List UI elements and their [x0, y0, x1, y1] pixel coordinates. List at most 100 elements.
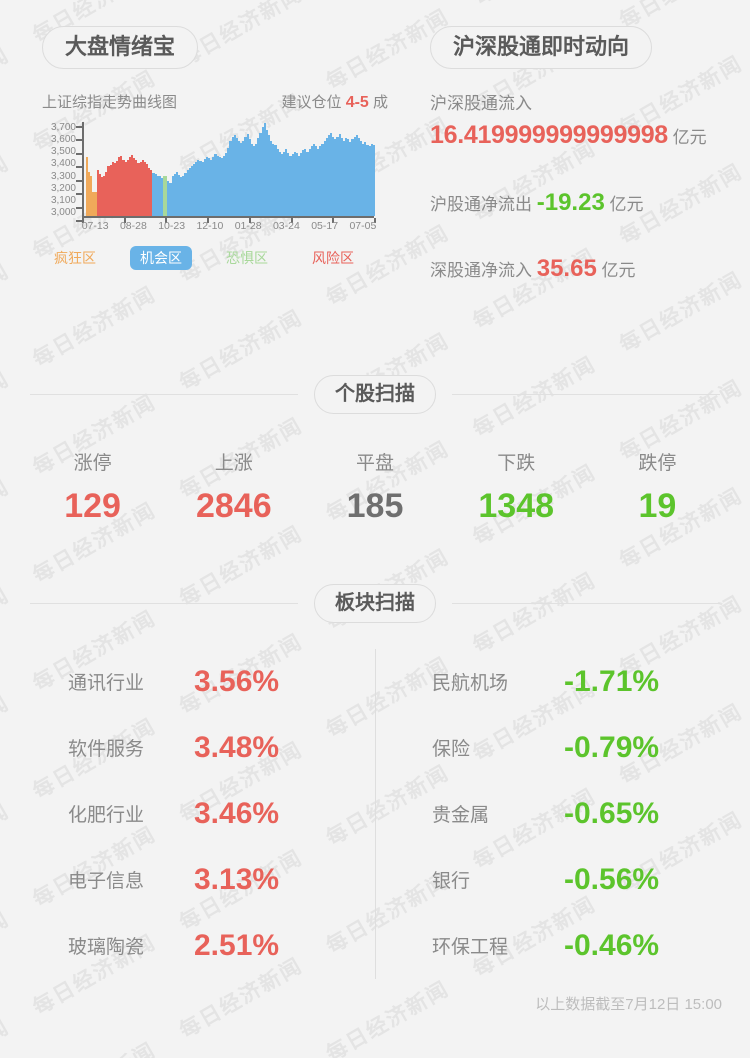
chart-bar [229, 140, 232, 216]
chart-bar [218, 156, 221, 216]
stock-scan-cell: 上涨 2846 [163, 448, 304, 526]
chart-bar [261, 127, 264, 216]
stock-scan-label: 下跌 [497, 452, 536, 474]
chart-bar [122, 159, 125, 216]
y-tick-label: 3,000 [50, 206, 76, 218]
x-tick-label: 08-28 [119, 220, 147, 232]
inflow-row: 16.419999999999998 亿元 [430, 117, 734, 155]
sector-row[interactable]: 银行 -0.56% [376, 847, 750, 913]
chart-bar [319, 146, 322, 216]
stock-scan-value: 1348 [478, 486, 555, 525]
chart-bar [280, 154, 283, 216]
chart-bar [210, 159, 213, 216]
chart-x-ticks [82, 218, 376, 223]
chart-bar [220, 158, 223, 216]
chart-bar [124, 162, 127, 216]
chart-bar [175, 171, 179, 216]
chart-bar [180, 177, 183, 216]
footer-note: 以上数据截至7月12日 15:00 [535, 995, 722, 1013]
chart-bar [349, 142, 352, 216]
chart-bar [370, 143, 373, 216]
index-trend-chart: 3,700 3,600 3,500 3,400 3,300 3,200 3,100 3,000… [36, 122, 380, 234]
spacer-before-sector-scan [0, 526, 750, 584]
sector-name: 化肥行业 [68, 805, 145, 827]
chart-bar [332, 136, 335, 216]
advice-position: 建议仓位 4-5 成 [282, 91, 389, 112]
zone-chip-3[interactable]: 风险区 [312, 250, 354, 266]
zone-chip-2[interactable]: 恐惧区 [226, 250, 268, 266]
chart-bar [267, 135, 271, 216]
sector-name: 软件服务 [68, 739, 145, 761]
sector-row[interactable]: 环保工程 -0.46% [376, 913, 750, 979]
chart-bar [293, 151, 296, 216]
chart-bar [312, 143, 316, 216]
chart-bar [252, 146, 256, 216]
chart-bar [257, 138, 260, 216]
chart-bar [274, 144, 277, 216]
sector-row[interactable]: 化肥行业 3.46% [0, 781, 375, 847]
sector-row[interactable]: 玻璃陶瓷 2.51% [0, 913, 375, 979]
chart-bar [272, 143, 275, 216]
sector-name: 环保工程 [432, 937, 509, 959]
sector-row[interactable]: 软件服务 3.48% [0, 715, 375, 781]
chart-bar [139, 162, 142, 216]
inflow-unit: 亿元 [672, 128, 707, 148]
sector-change-pct: -0.79% [564, 730, 660, 764]
sector-row[interactable]: 贵金属 -0.65% [376, 781, 750, 847]
chart-bar [285, 148, 288, 216]
chart-bar [353, 136, 356, 216]
chart-bar [103, 175, 106, 216]
x-tick-label: 01-28 [234, 220, 262, 232]
chart-bar [86, 156, 89, 216]
chart-bar [135, 160, 138, 216]
sentiment-zone-legend: 疯狂区 机会区 恐惧区 风险区 [44, 246, 364, 270]
chart-bar [265, 130, 268, 216]
sector-row[interactable]: 民航机场 -1.71% [376, 649, 750, 715]
chart-bar [205, 156, 209, 216]
sector-row[interactable]: 通讯行业 3.56% [0, 649, 375, 715]
y-tick-mark [76, 126, 82, 128]
zone-chip-0[interactable]: 疯狂区 [54, 250, 96, 266]
flow-gap-1 [430, 155, 734, 185]
x-tick-mark [332, 218, 335, 223]
zone-chip-1[interactable]: 机会区 [130, 246, 192, 270]
chart-bar [366, 144, 369, 216]
chart-bar [231, 136, 234, 216]
stock-scan-cell: 下跌 1348 [446, 448, 587, 526]
chart-bar [347, 139, 350, 216]
x-tick-label: 03-24 [272, 220, 300, 232]
sector-scan-body: 通讯行业 3.56% 软件服务 3.48% 化肥行业 3.46% 电子信息 3.13% 玻璃陶瓷… [0, 623, 750, 979]
sh-connect-value: -19.23 [536, 188, 605, 216]
sector-row[interactable]: 电子信息 3.13% [0, 847, 375, 913]
chart-bar [360, 140, 363, 216]
chart-bar [173, 174, 176, 216]
chart-bar [372, 144, 375, 216]
sector-row[interactable]: 保险 -0.79% [376, 715, 750, 781]
sector-name: 保险 [432, 739, 471, 761]
chart-bar [98, 174, 101, 216]
chart-bars [86, 122, 375, 216]
stock-scan-header: 个股扫描 [0, 374, 750, 414]
y-tick-mark [76, 193, 82, 196]
y-tick-label: 3,300 [50, 170, 76, 182]
chart-subheader: 上证综指走势曲线图 建议仓位 4-5 成 [0, 69, 400, 116]
chart-bar [336, 136, 339, 216]
chart-bar [120, 155, 123, 216]
chart-bar [195, 162, 198, 216]
chart-bar [193, 163, 196, 216]
chart-bar [105, 171, 108, 216]
chart-bar [203, 158, 206, 216]
chart-bar [270, 140, 273, 216]
chart-bar [152, 173, 155, 216]
chart-bar [163, 175, 166, 216]
chart-bar [133, 158, 136, 216]
sh-connect-label: 沪股通净流出 [430, 194, 532, 214]
chart-bar [167, 181, 170, 216]
chart-bar [227, 147, 230, 216]
chart-bar [233, 135, 236, 216]
sector-name: 玻璃陶瓷 [68, 937, 145, 959]
chart-x-axis-labels: 07-13 08-28 10-23 12-10 01-28 03-24 05-17 07-05 [76, 220, 382, 232]
x-tick-label: 07-05 [349, 220, 377, 232]
x-tick-label: 07-13 [81, 220, 109, 232]
sector-gainers-column: 通讯行业 3.56% 软件服务 3.48% 化肥行业 3.46% 电子信息 3.13% 玻璃陶瓷… [0, 649, 375, 979]
